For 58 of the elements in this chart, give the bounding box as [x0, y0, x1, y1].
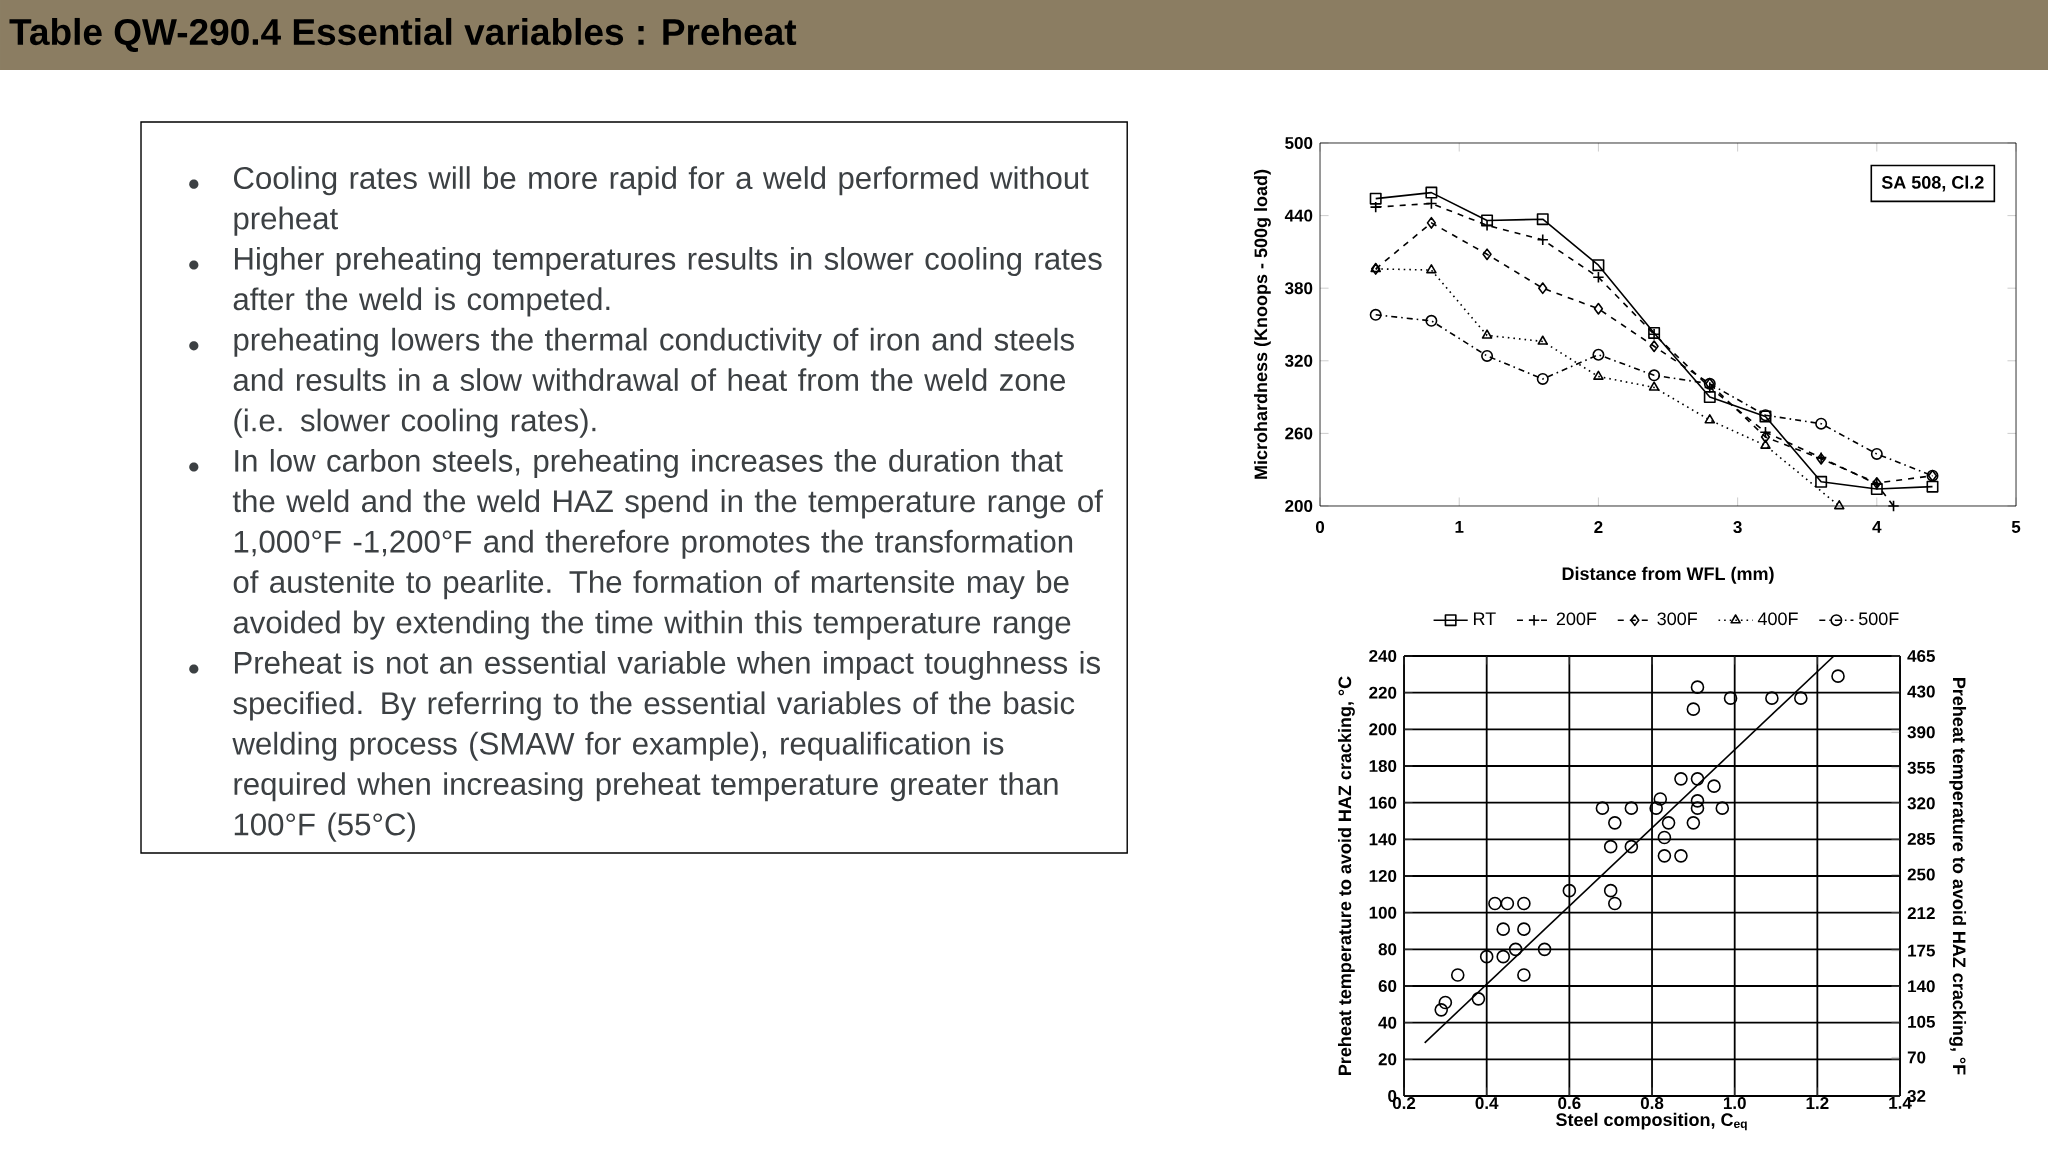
y2-tick-label: 355 [1907, 761, 1935, 774]
x-tick-label: 4 [1872, 521, 1882, 533]
y-axis-title: Microhardness (Knoops - 500g load) [1253, 169, 1271, 479]
y2-tick-label: 70 [1907, 1051, 1926, 1064]
y2-tick-label: 465 [1907, 649, 1935, 662]
y2-tick-label: 140 [1908, 980, 1935, 993]
x-tick-label: 0.6 [1558, 1097, 1581, 1110]
y-tick-label: 220 [1369, 686, 1397, 699]
y-tick-label: 500 [1285, 136, 1313, 149]
x-tick-label: 1.2 [1806, 1097, 1829, 1109]
text: In low carbon steels, preheating increases the duration that the weld and the weld HAZ spend in the temperature range of 1,000°F -1,200°F and therefore promotes the transformation of austenite to pearlite. The formation of martensite may be avoided by extending the time within this temperature range [232, 448, 1103, 640]
y2-tick-label: 175 [1908, 944, 1935, 957]
y-tick-label: 320 [1284, 354, 1313, 367]
legend-label: 200F [1556, 612, 1597, 626]
legend-label: RT [1473, 612, 1496, 625]
y-tick-label: 80 [1378, 943, 1397, 956]
x-tick-label: 0.8 [1640, 1097, 1664, 1110]
legend-label: 300F [1657, 612, 1698, 626]
y2-tick-label: 105 [1908, 1015, 1935, 1028]
y-tick-label: 240 [1369, 650, 1397, 663]
text: Cooling rates will be more rapid for a weld performed without preheat [234, 166, 1089, 236]
y-tick-label: 20 [1378, 1053, 1397, 1066]
y-tick-label: 160 [1369, 796, 1397, 809]
y-tick-label: 260 [1285, 427, 1313, 440]
y-tick-label: 180 [1369, 759, 1397, 773]
x-tick-label: 1 [1455, 521, 1464, 533]
text: Preheat is not an essential variable when impact toughness is specified. By referring to the essential variables of the basic welding process (SMAW for example), requalification is required when increasing preheat temperature greater than 100°F (55°C) [232, 650, 1100, 842]
y-tick-label: 440 [1284, 209, 1313, 222]
y-tick-label: 200 [1285, 499, 1313, 512]
x-axis-title: Distance from WFL (mm) [1562, 566, 1774, 584]
x-tick-label: 3 [1733, 521, 1742, 534]
x-tick-label: 5 [2011, 521, 2021, 533]
x-axis-title: Steel composition, C$_{eq}$ [1556, 1112, 1747, 1131]
y-tick-label: 40 [1378, 1016, 1397, 1029]
y2-tick-label: 250 [1907, 868, 1935, 881]
annotation: SA 508, Cl.2 [1881, 175, 1984, 192]
x-tick-label: 0.4 [1475, 1097, 1499, 1110]
text: Table QW-290.4 Essential variables : Preheat [9, 17, 797, 53]
y-tick-label: 60 [1378, 980, 1397, 993]
y2-axis-title: Preheat temperature to avoid HAZ cracking, °F [1949, 678, 1967, 1075]
y2-tick-label: 285 [1907, 832, 1935, 845]
text: Higher preheating temperatures results in slower cooling rates after the weld is competed. [233, 246, 1102, 317]
y2-tick-label: 212 [1907, 907, 1935, 920]
x-tick-label: 0 [1315, 521, 1325, 534]
y-tick-label: 100 [1369, 906, 1397, 919]
y-axis-title: Preheat temperature to avoid HAZ cracking, °C [1337, 676, 1355, 1075]
x-tick-label: 2 [1594, 521, 1603, 533]
y-tick-label: 120 [1369, 869, 1397, 883]
y-tick-label: 200 [1369, 723, 1397, 736]
x-tick-label: 1.0 [1723, 1097, 1746, 1110]
y-tick-label: 140 [1369, 833, 1397, 846]
legend-label: 400F [1757, 612, 1798, 626]
y2-tick-label: 320 [1907, 797, 1935, 810]
y2-tick-label: 390 [1907, 726, 1935, 739]
legend-label: 500F [1858, 612, 1899, 626]
text: preheating lowers the thermal conductivity of iron and steels and results in a slow withdrawal of heat from the weld zone (i.e. slower cooling rates). [233, 327, 1074, 438]
y2-tick-label: 430 [1907, 685, 1935, 698]
y-tick-label: 380 [1284, 282, 1313, 295]
